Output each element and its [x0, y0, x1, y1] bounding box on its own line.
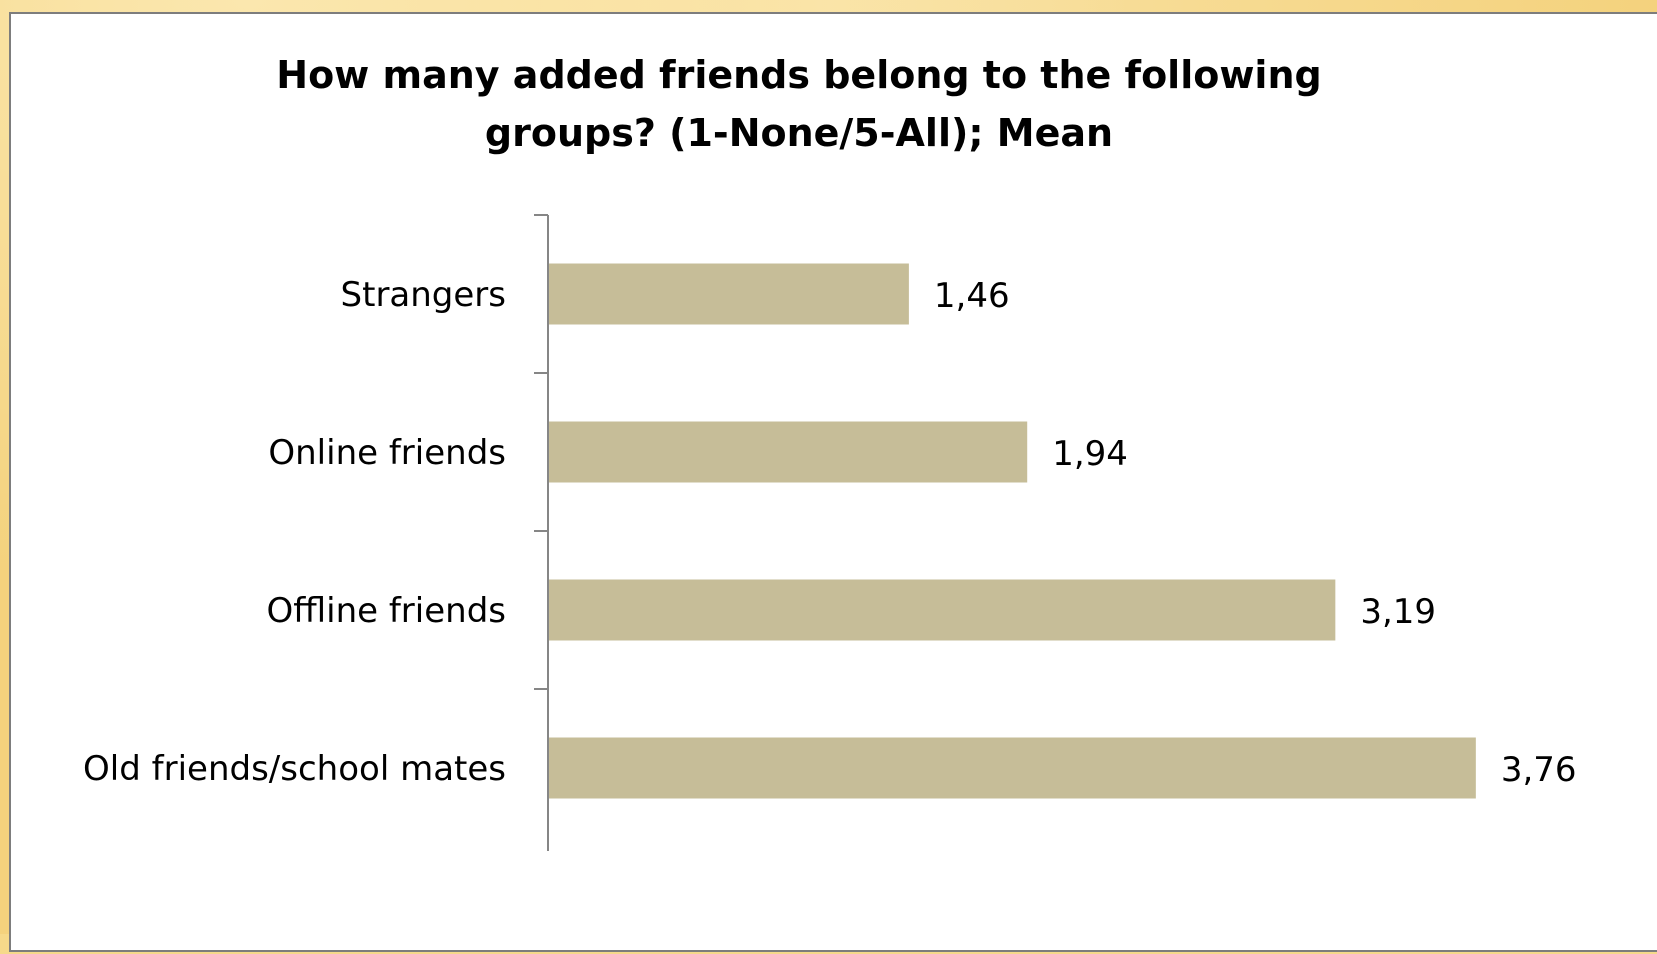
category-label: Offline friends	[266, 591, 506, 631]
data-label: 3,76	[1501, 750, 1577, 790]
category-label: Old friends/school mates	[83, 749, 506, 789]
data-label: 1,46	[934, 276, 1010, 316]
bar-chart: How many added friends belong to the fol…	[83, 53, 1577, 851]
category-label: Online friends	[268, 433, 506, 473]
bar-3	[549, 737, 1476, 799]
plot-area: Strangers 1,46 Online friends 1,94 Offline f…	[83, 214, 1577, 851]
chart-title-line-2: groups? (1-None/5-All); Mean	[485, 111, 1113, 155]
data-label: 3,19	[1360, 592, 1436, 632]
bar-0	[549, 263, 909, 325]
chart-title-line-1: How many added friends belong to the fol…	[276, 53, 1321, 97]
bar-2	[549, 579, 1336, 641]
chart-panel: How many added friends belong to the fol…	[9, 12, 1657, 952]
category-label: Strangers	[341, 275, 506, 315]
data-label: 1,94	[1052, 434, 1128, 474]
bar-1	[549, 421, 1028, 483]
